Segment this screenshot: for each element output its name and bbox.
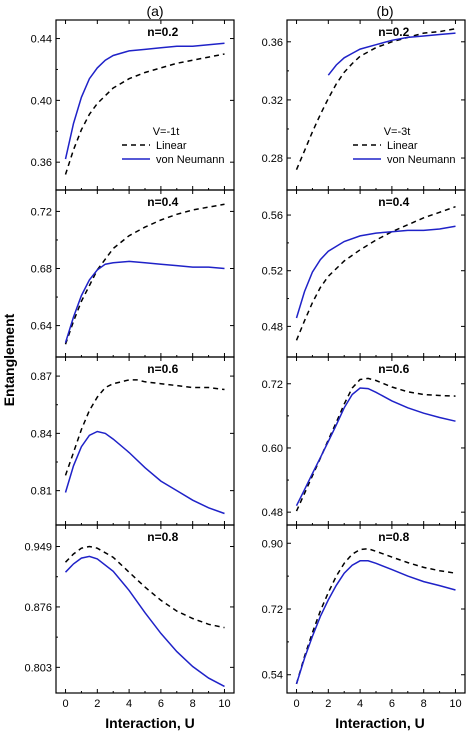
panel-title: n=0.4 — [378, 195, 409, 209]
y-tick-label: 0.28 — [262, 153, 283, 165]
y-tick-label: 0.44 — [31, 34, 52, 46]
linear-series-line — [295, 377, 456, 512]
von-neumann-series-line — [64, 430, 225, 515]
panel-a-n=0.6: 0.81 0.84 0.87 n=0.6 — [31, 356, 235, 526]
y-tick-label: 0.72 — [262, 379, 283, 391]
y-axis-title: Entanglement — [1, 313, 17, 406]
panel-b-n=0.8: 0 2 4 6 8 10 0.54 0.72 0.90 n=0.8 — [262, 524, 466, 710]
y-tick-label: 0.72 — [262, 604, 283, 616]
plot-frame — [286, 189, 466, 358]
y-tick-label: 0.52 — [262, 266, 283, 278]
x-axis-title-left: Interaction, U — [105, 715, 194, 731]
column-label-a: (a) — [146, 3, 163, 19]
legend-header: V=-3t — [384, 126, 411, 138]
x-axis-title-right: Interaction, U — [335, 715, 424, 731]
y-tick-label: 0.36 — [262, 37, 283, 49]
y-tick-label: 0.949 — [24, 542, 52, 554]
x-tick-label: 0 — [62, 698, 68, 710]
von-neumann-series-line — [295, 387, 456, 507]
linear-series-line — [295, 547, 456, 685]
plot-frame — [286, 524, 466, 694]
y-tick-label: 0.36 — [31, 157, 52, 169]
legend-von-neumann-label: von Neumann — [387, 154, 456, 166]
legend-linear-label: Linear — [156, 140, 187, 152]
panel-title: n=0.2 — [147, 25, 178, 39]
x-tick-label: 2 — [325, 698, 331, 710]
panel-title: n=0.4 — [147, 195, 178, 209]
linear-series-line — [64, 203, 225, 345]
y-tick-label: 0.90 — [262, 538, 283, 550]
x-tick-label: 6 — [158, 698, 164, 710]
plot-frame — [286, 356, 466, 526]
von-neumann-series-line — [64, 260, 225, 343]
panel-b-n=0.6: 0.48 0.60 0.72 n=0.6 — [262, 356, 466, 526]
x-tick-label: 8 — [190, 698, 196, 710]
linear-series-line — [295, 205, 456, 341]
y-tick-label: 0.48 — [262, 321, 283, 333]
panel-title: n=0.8 — [147, 530, 178, 544]
y-tick-label: 0.803 — [24, 662, 52, 674]
panel-title: n=0.6 — [378, 362, 409, 376]
x-tick-label: 4 — [357, 698, 363, 710]
panel-title: n=0.8 — [378, 530, 409, 544]
y-tick-label: 0.876 — [24, 602, 52, 614]
x-tick-label: 8 — [421, 698, 427, 710]
y-tick-label: 0.60 — [262, 443, 283, 455]
x-tick-label: 4 — [126, 698, 132, 710]
y-tick-label: 0.56 — [262, 210, 283, 222]
x-tick-label: 2 — [94, 698, 100, 710]
von-neumann-series-line — [295, 560, 456, 685]
legend-von-neumann-label: von Neumann — [156, 154, 225, 166]
x-tick-label: 0 — [293, 698, 299, 710]
x-tick-label: 10 — [449, 698, 461, 710]
y-tick-label: 0.68 — [31, 264, 52, 276]
von-neumann-series-line — [64, 555, 225, 688]
von-neumann-series-line — [327, 32, 456, 76]
von-neumann-series-line — [295, 225, 456, 319]
panel-b-n=0.4: 0.48 0.52 0.56 n=0.4 — [262, 189, 466, 358]
von-neumann-series-line — [64, 42, 225, 160]
x-tick-label: 10 — [218, 698, 230, 710]
y-tick-label: 0.64 — [31, 321, 52, 333]
column-label-b: (b) — [376, 3, 393, 19]
y-tick-label: 0.54 — [262, 670, 283, 682]
y-tick-label: 0.81 — [31, 486, 52, 498]
y-tick-label: 0.32 — [262, 95, 283, 107]
panel-a-n=0.2: 0.36 0.40 0.44 n=0.2 V=-1t Linear von Neumann — [31, 19, 235, 191]
plot-frame — [55, 524, 235, 694]
linear-series-line — [295, 27, 456, 170]
y-tick-label: 0.72 — [31, 206, 52, 218]
legend-linear-label: Linear — [387, 140, 418, 152]
linear-series-line — [64, 545, 225, 629]
y-tick-label: 0.84 — [31, 428, 52, 440]
plot-frame — [55, 189, 235, 358]
legend-header: V=-1t — [153, 126, 180, 138]
panel-title: n=0.2 — [378, 25, 409, 39]
panel-title: n=0.6 — [147, 362, 178, 376]
y-tick-label: 0.48 — [262, 507, 283, 519]
panel-b-n=0.2: 0.28 0.32 0.36 n=0.2 V=-3t Linear von Neumann — [262, 19, 466, 191]
y-tick-label: 0.87 — [31, 371, 52, 383]
x-tick-label: 6 — [389, 698, 395, 710]
panel-a-n=0.8: 0 2 4 6 8 10 0.803 0.876 0.949 n=0.8 — [24, 524, 235, 710]
y-tick-label: 0.40 — [31, 95, 52, 107]
panel-a-n=0.4: 0.64 0.68 0.72 n=0.4 — [31, 189, 235, 358]
linear-series-line — [64, 379, 225, 476]
linear-series-line — [64, 53, 225, 175]
